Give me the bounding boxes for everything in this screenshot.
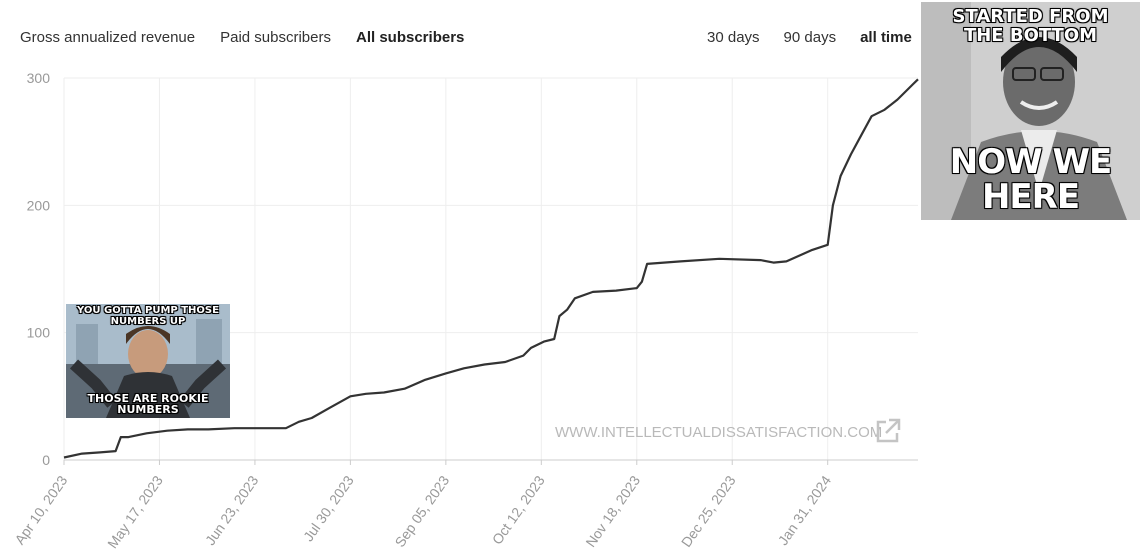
tab-all-subscribers[interactable]: All subscribers [356,29,465,46]
meme-started-from-the-bottom: STARTED FROM THE BOTTOM NOW WE HERE [921,2,1140,220]
x-tick-label: Jan 31, 2024 [775,472,835,548]
tab-gross-annualized-revenue[interactable]: Gross annualized revenue [20,29,196,46]
x-tick-label: Dec 25, 2023 [678,472,739,550]
x-tick-label: Jun 23, 2023 [202,472,262,548]
x-tick-label: Sep 05, 2023 [391,472,452,550]
y-tick-label: 300 [27,70,51,86]
metric-tabs: Gross annualized revenue Paid subscriber… [20,29,464,46]
x-tick-label: Nov 18, 2023 [582,472,643,550]
range-all-time[interactable]: all time [860,29,912,46]
x-tick-label: Jul 30, 2023 [300,472,357,544]
y-tick-label: 0 [42,452,50,468]
chart-line-layer [63,78,919,459]
external-link-icon[interactable] [874,417,902,445]
tab-paid-subscribers[interactable]: Paid subscribers [220,29,331,46]
watermark-url: WWW.INTELLECTUALDISSATISFACTION.COM [555,424,883,441]
y-tick-label: 100 [27,325,51,341]
range-90-days[interactable]: 90 days [783,29,837,46]
meme-right-top-text: STARTED FROM THE BOTTOM [952,6,1109,46]
meme-right-bottom-text: NOW WE HERE [949,141,1112,218]
meme-left-bottom-text: THOSE ARE ROOKIE NUMBERS [87,391,209,417]
meme-rookie-numbers: YOU GOTTA PUMP THOSE NUMBERS UP THOSE AR… [66,304,230,418]
meme-left-top-text: YOU GOTTA PUMP THOSE NUMBERS UP [77,305,219,327]
x-tick-label: May 17, 2023 [104,472,166,551]
y-tick-label: 200 [27,197,51,213]
x-tick-label: Oct 12, 2023 [489,472,548,547]
x-tick-label: Apr 10, 2023 [11,472,70,547]
series-line-all-subscribers [63,78,919,459]
range-30-days[interactable]: 30 days [707,29,760,46]
time-range-selector: 30 days 90 days all time [707,29,912,46]
